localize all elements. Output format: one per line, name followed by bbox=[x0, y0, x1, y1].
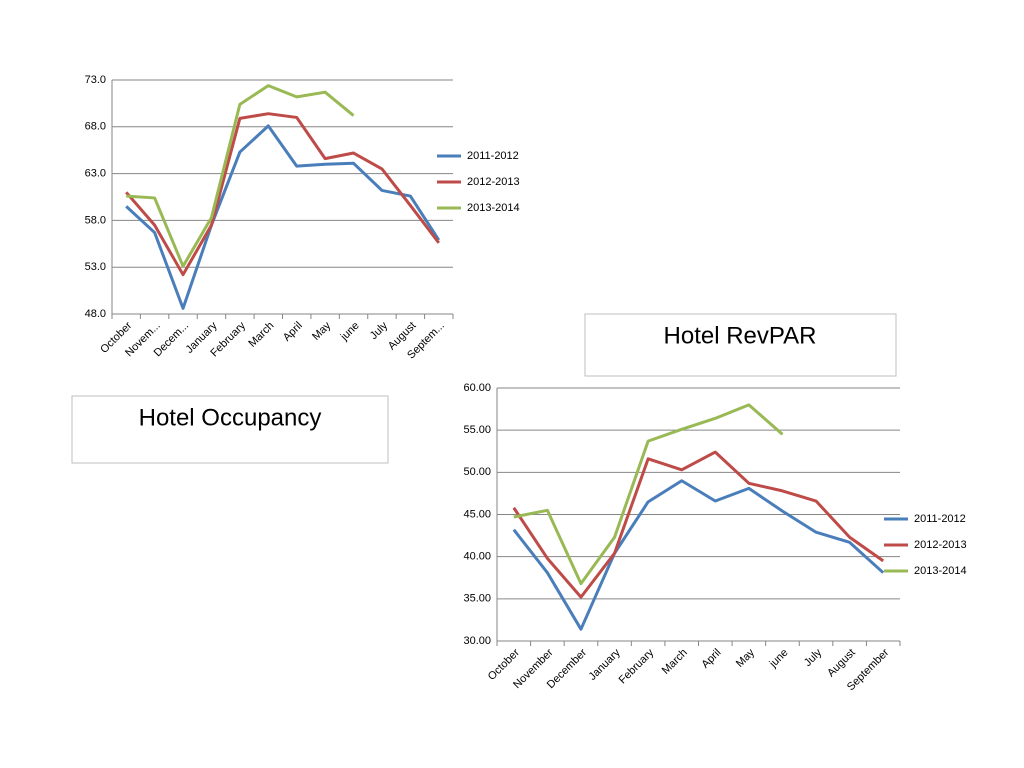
legend-label: 2013-2014 bbox=[467, 202, 520, 214]
y-tick-label: 45.00 bbox=[463, 508, 491, 520]
y-tick-label: 48.0 bbox=[85, 308, 106, 320]
x-tick-label: July bbox=[802, 646, 825, 669]
x-tick-label: March bbox=[660, 647, 690, 677]
legend-label: 2013-2014 bbox=[914, 565, 967, 577]
y-tick-label: 73.0 bbox=[85, 74, 106, 86]
series-line bbox=[512, 479, 885, 631]
legend-label: 2011-2012 bbox=[914, 513, 966, 525]
legend-label: 2012-2013 bbox=[914, 539, 967, 551]
series-line bbox=[125, 112, 440, 277]
series-line bbox=[513, 403, 784, 586]
x-tick-label: june bbox=[338, 320, 362, 344]
y-tick-label: 40.00 bbox=[463, 551, 491, 563]
series-line bbox=[512, 450, 885, 599]
chart-title: Hotel RevPAR bbox=[664, 322, 817, 349]
x-tick-label: April bbox=[281, 320, 305, 344]
x-tick-label: July bbox=[368, 319, 391, 342]
legend-label: 2012-2013 bbox=[467, 176, 520, 188]
y-tick-label: 63.0 bbox=[85, 168, 106, 180]
x-tick-label: August bbox=[825, 647, 858, 680]
x-tick-label: june bbox=[767, 647, 791, 671]
title-box bbox=[584, 313, 897, 377]
chart-title: Hotel Occupancy bbox=[139, 404, 322, 431]
title-box bbox=[71, 395, 389, 464]
y-tick-label: 55.00 bbox=[463, 424, 491, 436]
y-tick-label: 60.00 bbox=[463, 382, 491, 394]
series-line bbox=[126, 84, 355, 268]
y-tick-label: 50.00 bbox=[463, 466, 491, 478]
x-tick-label: March bbox=[246, 320, 276, 350]
x-tick-label: February bbox=[617, 646, 657, 686]
y-tick-label: 68.0 bbox=[85, 121, 106, 133]
x-tick-label: May bbox=[310, 319, 334, 343]
series-line bbox=[125, 124, 441, 310]
x-tick-label: May bbox=[734, 646, 758, 670]
y-tick-label: 53.0 bbox=[85, 261, 106, 273]
y-tick-label: 30.00 bbox=[463, 635, 491, 647]
x-tick-label: April bbox=[699, 647, 723, 671]
legend-label: 2011-2012 bbox=[467, 150, 519, 162]
y-tick-label: 35.00 bbox=[463, 593, 491, 605]
y-tick-label: 58.0 bbox=[85, 214, 106, 226]
